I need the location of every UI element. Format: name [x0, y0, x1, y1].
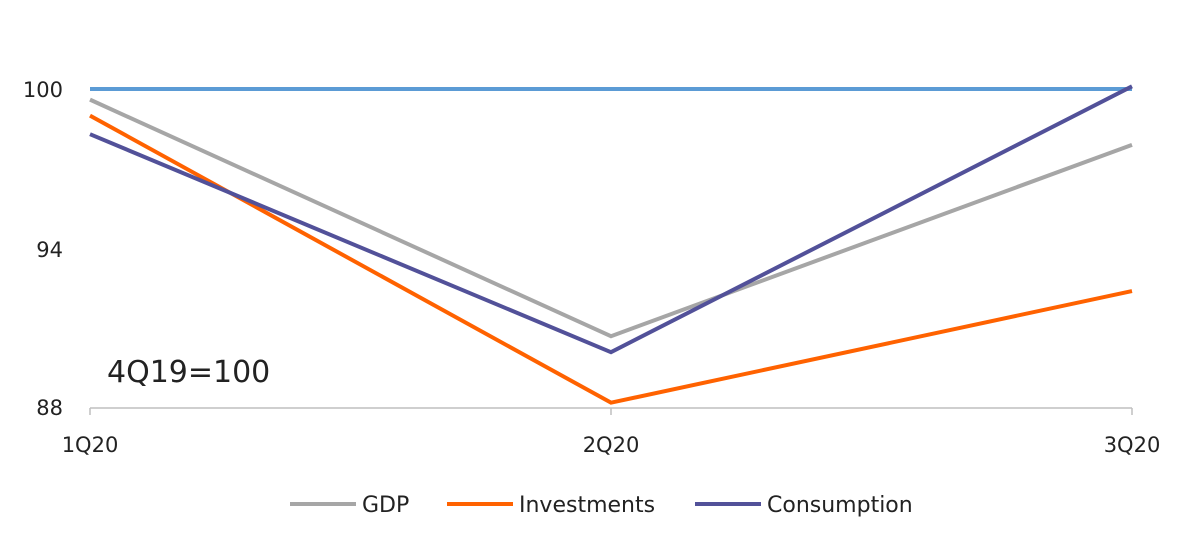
ticks: 88 94 100 1Q20 2Q20 3Q20 [23, 78, 1160, 457]
x-tick-label: 3Q20 [1104, 433, 1161, 457]
chart-annotation: 4Q19=100 [107, 355, 270, 390]
axes [89, 407, 1133, 415]
y-tick-label: 100 [23, 78, 63, 102]
series-line-gdp [89, 97, 1133, 339]
series-lines [89, 84, 1133, 405]
y-tick-label: 94 [36, 238, 63, 262]
legend-label-investments: Investments [519, 493, 655, 518]
legend-label-consumption: Consumption [767, 493, 913, 518]
x-tick-label: 1Q20 [62, 433, 119, 457]
series-line-investments [89, 113, 1133, 405]
y-tick-label: 88 [36, 396, 63, 420]
series-line-consumption [89, 84, 1133, 355]
x-tick-label: 2Q20 [583, 433, 640, 457]
legend: GDP Investments Consumption [290, 493, 913, 518]
legend-label-gdp: GDP [362, 493, 409, 518]
